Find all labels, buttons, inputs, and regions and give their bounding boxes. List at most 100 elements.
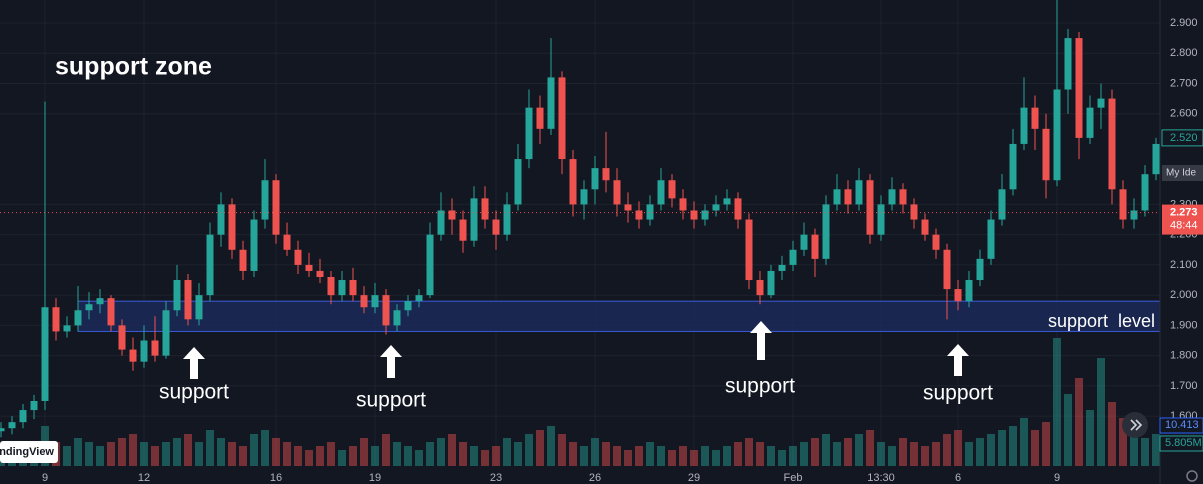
volume-bar: [910, 442, 918, 466]
candle-body: [283, 234, 291, 250]
candle-body: [965, 280, 973, 302]
volume-bar: [250, 434, 258, 466]
x-tick-label: 23: [490, 472, 502, 484]
candle-body: [1152, 143, 1160, 175]
candle-body: [41, 307, 49, 401]
volume-bar: [558, 434, 566, 466]
candle-body: [415, 295, 423, 302]
volume-bar: [591, 438, 599, 466]
volume-bar: [283, 442, 291, 466]
volume-bar: [96, 446, 104, 466]
candle-body: [338, 280, 346, 296]
candle-body: [789, 249, 797, 265]
volume-bar: [470, 446, 478, 466]
candle-body: [437, 210, 445, 235]
volume-bar: [800, 442, 808, 466]
zone-layer: [77, 300, 1161, 332]
volume-bar: [371, 446, 379, 466]
candle-body: [107, 298, 115, 326]
candle-body: [613, 180, 621, 205]
volume-bar: [228, 442, 236, 466]
candle-body: [855, 180, 863, 205]
candle-body: [459, 219, 467, 241]
x-tick-label: 26: [589, 472, 601, 484]
volume-bar: [338, 450, 346, 466]
x-tick-label: 9: [1054, 472, 1060, 484]
volume-bar: [932, 442, 940, 466]
volume-bar: [745, 438, 753, 466]
candle-body: [140, 340, 148, 362]
scroll-icon[interactable]: [1130, 419, 1143, 431]
volume-bar: [635, 446, 643, 466]
candle-body: [426, 234, 434, 296]
candle-body: [503, 204, 511, 235]
x-tick-label: 9: [42, 472, 48, 484]
annotation: support: [356, 389, 426, 412]
y-tick-label: 2.600: [1170, 108, 1198, 120]
volume-bar: [987, 434, 995, 466]
candle-body: [811, 234, 819, 259]
volume-bar: [899, 438, 907, 466]
volume-bar: [107, 442, 115, 466]
candle-body: [206, 234, 214, 296]
candle-body: [1130, 210, 1138, 220]
current-price-label: 2.273: [1170, 206, 1198, 218]
x-tick-label: 6: [955, 472, 961, 484]
x-tick-label: 13:30: [867, 472, 895, 484]
candle-body: [19, 410, 27, 423]
candle-body: [910, 204, 918, 220]
candle-body: [85, 304, 93, 311]
candle-body: [360, 295, 368, 308]
candle-body: [1031, 107, 1039, 129]
axis-background: [1160, 0, 1203, 484]
settings-icon[interactable]: [1186, 470, 1198, 482]
volume-bar: [206, 430, 214, 466]
volume-bar: [822, 434, 830, 466]
candle-body: [1119, 189, 1127, 220]
volume-bar: [767, 446, 775, 466]
candle-body: [184, 280, 192, 320]
candles: [0, 0, 1160, 438]
volume-bar: [195, 442, 203, 466]
candle-body: [1064, 38, 1072, 90]
y-tick-label: 1.700: [1170, 380, 1198, 392]
volume-bar: [547, 426, 555, 466]
candle-body: [822, 204, 830, 259]
volume-bar: [404, 446, 412, 466]
volume-bar: [437, 438, 445, 466]
volume-bar: [690, 450, 698, 466]
candle-body: [371, 295, 379, 308]
volume-bar: [778, 450, 786, 466]
y-tick-label: 2.100: [1170, 259, 1198, 271]
candle-body: [8, 422, 16, 429]
candle-body: [294, 249, 302, 265]
candle-body: [448, 210, 456, 220]
arrow: [380, 345, 402, 378]
candle-body: [96, 298, 104, 305]
candle-body: [899, 189, 907, 205]
volume-bar: [1042, 422, 1050, 466]
volume-bar: [855, 434, 863, 466]
volume-bar: [294, 446, 302, 466]
candle-body: [580, 189, 588, 205]
x-tick-label: 16: [270, 472, 282, 484]
volume-bar: [668, 450, 676, 466]
volume-bar: [1097, 358, 1105, 466]
volume-bar: [239, 446, 247, 466]
candle-body: [1141, 174, 1149, 211]
volume-bar: [723, 446, 731, 466]
candle-body: [712, 204, 720, 211]
annotation: support: [159, 381, 229, 404]
candle-body: [547, 77, 555, 129]
volume-bar: [679, 446, 687, 466]
arrows: [183, 321, 969, 379]
volume-bar: [360, 438, 368, 466]
volume-bar: [976, 438, 984, 466]
volume-bar: [536, 430, 544, 466]
candle-body: [316, 270, 324, 277]
volume-bar: [1141, 438, 1149, 466]
volume-bar: [1031, 430, 1039, 466]
candle-body: [1042, 128, 1050, 181]
volume-pane: [0, 338, 1160, 466]
candle-body: [998, 189, 1006, 220]
